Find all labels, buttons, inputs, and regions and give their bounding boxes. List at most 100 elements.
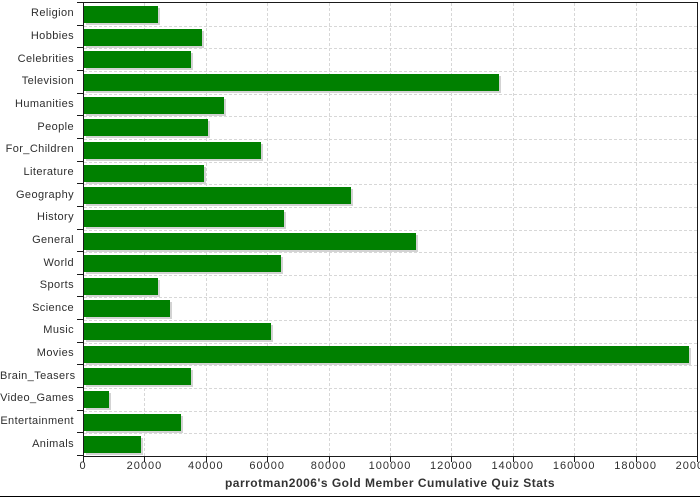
- category-label: Animals: [32, 437, 74, 450]
- y-axis-tick: [77, 251, 83, 253]
- y-axis-tick: [77, 69, 83, 71]
- x-axis-tick: [697, 457, 698, 462]
- bar-video_games: [84, 391, 109, 408]
- bar-row: [84, 184, 697, 207]
- bar-movies: [84, 345, 689, 363]
- x-axis-tick: [512, 457, 514, 462]
- x-axis-tick-label: 60000: [249, 460, 285, 472]
- y-axis-tick: [77, 273, 83, 275]
- category-label: Celebrities: [17, 52, 74, 65]
- horizontal-gridline: [84, 116, 697, 118]
- y-axis-tick: [77, 137, 83, 139]
- x-axis-tick-label: 80000: [310, 460, 347, 472]
- y-axis-tick: [77, 319, 83, 321]
- y-axis-tick: [77, 387, 83, 388]
- horizontal-gridline: [84, 48, 697, 50]
- category-label: Brain_Teasers: [0, 369, 76, 382]
- chart-title: parrotman2006's Gold Member Cumulative Q…: [224, 476, 556, 490]
- y-axis-tick: [77, 228, 83, 230]
- x-axis-tick: [267, 457, 269, 462]
- x-axis-tick-label: 100000: [368, 460, 412, 472]
- bar-row: [84, 343, 697, 366]
- bar-religion: [84, 6, 158, 23]
- x-axis-tick-label: 180000: [614, 460, 657, 472]
- horizontal-gridline: [84, 25, 697, 27]
- x-axis-tick-label: 140000: [491, 460, 535, 472]
- x-axis-tick-label: 160000: [552, 460, 596, 472]
- bar-brain_teasers: [84, 368, 192, 386]
- bar-row: [84, 388, 697, 411]
- bar-row: [84, 94, 697, 117]
- category-label: Hobbies: [30, 30, 74, 42]
- bar-entertainment: [84, 413, 181, 431]
- bar-history: [84, 209, 284, 227]
- x-axis-tick: [635, 457, 637, 462]
- horizontal-gridline: [84, 433, 697, 435]
- y-axis-tick: [77, 205, 83, 207]
- bar-row: [84, 275, 697, 298]
- bar-row: [84, 252, 697, 275]
- bar-geography: [84, 187, 352, 205]
- x-axis-tick-label: 40000: [188, 460, 224, 472]
- bar-row: [84, 365, 697, 388]
- bar-row: [84, 3, 697, 26]
- horizontal-gridline: [84, 342, 697, 344]
- bar-people: [84, 119, 209, 137]
- y-axis-tick: [77, 2, 83, 3]
- category-label: Humanities: [14, 97, 74, 110]
- horizontal-gridline: [84, 252, 697, 254]
- y-axis-tick: [77, 409, 83, 411]
- x-axis-tick: [390, 457, 391, 462]
- y-axis-tick: [77, 47, 83, 49]
- bar-world: [84, 255, 281, 273]
- horizontal-gridline: [84, 70, 697, 72]
- bar-celebrities: [84, 51, 192, 69]
- bar-row: [84, 320, 697, 343]
- horizontal-gridline: [84, 206, 697, 208]
- bar-row: [84, 162, 697, 185]
- category-label: Sports: [39, 279, 74, 292]
- bar-row: [84, 230, 697, 253]
- category-label: Music: [43, 324, 74, 337]
- bar-row: [84, 433, 697, 456]
- bar-sports: [84, 277, 158, 295]
- horizontal-gridline: [84, 365, 697, 367]
- y-axis-tick: [77, 455, 83, 456]
- y-axis-tick: [77, 24, 83, 26]
- bar-television: [84, 73, 499, 91]
- bar-row: [84, 116, 697, 139]
- category-label: Religion: [31, 7, 74, 20]
- horizontal-gridline: [84, 184, 697, 186]
- y-axis-tick: [77, 115, 83, 117]
- category-label: Entertainment: [0, 415, 74, 427]
- bar-row: [84, 71, 697, 94]
- x-axis-tick: [83, 457, 84, 462]
- horizontal-gridline: [84, 93, 697, 95]
- category-label: General: [32, 233, 74, 246]
- category-label: Literature: [23, 165, 74, 178]
- y-axis-tick: [77, 296, 83, 298]
- category-label: For_Children: [5, 143, 74, 156]
- horizontal-gridline: [84, 320, 697, 322]
- bar-hobbies: [84, 28, 203, 46]
- horizontal-gridline: [84, 274, 697, 276]
- x-axis-tick: [574, 457, 576, 462]
- bar-humanities: [84, 96, 224, 114]
- horizontal-gridline: [84, 229, 697, 231]
- x-axis-tick: [451, 457, 453, 462]
- horizontal-gridline: [84, 388, 697, 389]
- x-axis-tick: [328, 457, 330, 462]
- horizontal-gridline: [84, 161, 697, 163]
- bottom-separator: [0, 496, 700, 497]
- category-label: Science: [32, 301, 74, 314]
- x-axis-tick-label: 120000: [430, 460, 473, 472]
- bar-row: [84, 48, 697, 71]
- horizontal-gridline: [84, 410, 697, 412]
- x-axis-tick: [144, 457, 146, 462]
- bar-animals: [84, 436, 141, 454]
- bar-music: [84, 323, 272, 341]
- bar-general: [84, 232, 416, 250]
- bar-row: [84, 207, 697, 230]
- horizontal-gridline: [84, 138, 697, 140]
